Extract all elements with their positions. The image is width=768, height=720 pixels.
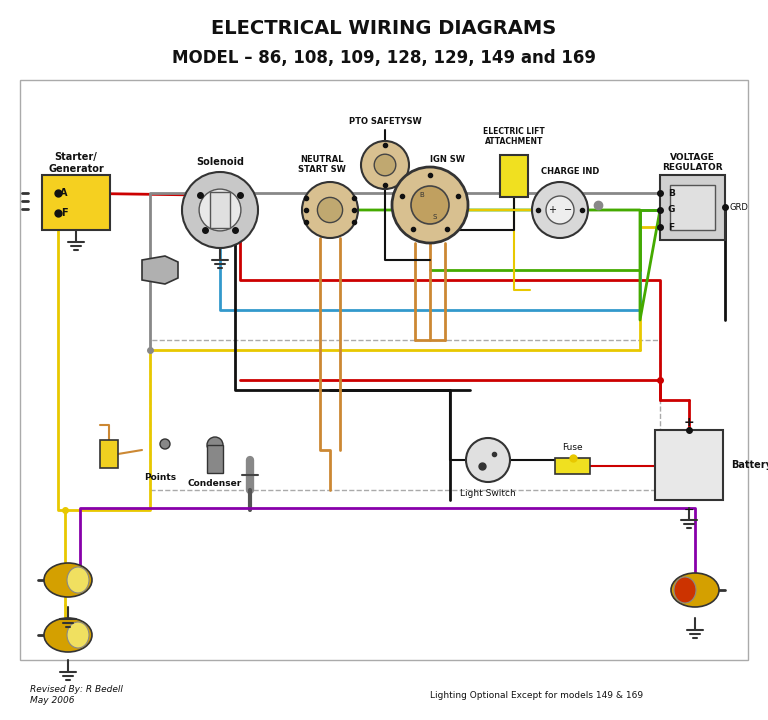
Bar <box>20 80 748 660</box>
Bar <box>500 155 528 197</box>
Bar <box>555 458 590 474</box>
Ellipse shape <box>44 618 92 652</box>
Text: MODEL – 86, 108, 109, 128, 129, 149 and 169: MODEL – 86, 108, 109, 128, 129, 149 and … <box>172 49 596 67</box>
Text: B: B <box>668 189 675 197</box>
Circle shape <box>207 437 223 453</box>
Text: ELECTRIC LIFT: ELECTRIC LIFT <box>483 127 545 135</box>
Text: Light Switch: Light Switch <box>460 490 516 498</box>
Text: F: F <box>61 208 68 218</box>
Circle shape <box>199 189 241 231</box>
Text: +: + <box>548 205 556 215</box>
Bar <box>100 440 118 468</box>
Bar <box>42 175 110 230</box>
Text: Fuse: Fuse <box>562 444 583 452</box>
Text: +: + <box>684 415 694 428</box>
Text: G: G <box>668 205 675 215</box>
Ellipse shape <box>67 622 89 648</box>
Circle shape <box>361 141 409 189</box>
Text: START SW: START SW <box>298 166 346 174</box>
Text: CHARGE IND: CHARGE IND <box>541 168 599 176</box>
Polygon shape <box>142 256 178 284</box>
Circle shape <box>411 186 449 224</box>
Ellipse shape <box>671 573 719 607</box>
Text: Starter/
Generator: Starter/ Generator <box>48 152 104 174</box>
Text: ATTACHMENT: ATTACHMENT <box>485 138 543 146</box>
Circle shape <box>546 196 574 224</box>
Ellipse shape <box>674 577 696 603</box>
Circle shape <box>374 154 396 176</box>
Circle shape <box>532 182 588 238</box>
Circle shape <box>392 167 468 243</box>
Bar <box>207 445 223 473</box>
Text: Points: Points <box>144 474 176 482</box>
Text: Solenoid: Solenoid <box>196 157 244 167</box>
Bar <box>660 175 725 240</box>
Text: VOLTAGE: VOLTAGE <box>670 153 715 161</box>
Ellipse shape <box>44 563 92 597</box>
Circle shape <box>302 182 358 238</box>
Text: Revised By: R Bedell
May 2006: Revised By: R Bedell May 2006 <box>30 685 123 705</box>
Text: PTO SAFETYSW: PTO SAFETYSW <box>349 117 422 125</box>
Bar <box>150 340 660 490</box>
Ellipse shape <box>67 567 89 593</box>
Text: −: − <box>564 205 572 215</box>
Text: IGN SW: IGN SW <box>431 155 465 163</box>
Circle shape <box>317 197 343 222</box>
Text: Condenser: Condenser <box>188 479 242 487</box>
Bar <box>670 185 715 230</box>
Bar <box>210 192 230 228</box>
Text: F: F <box>668 222 674 232</box>
Text: A: A <box>60 188 68 198</box>
Text: NEUTRAL: NEUTRAL <box>300 156 344 164</box>
Text: −: − <box>684 503 694 516</box>
Text: GRD: GRD <box>730 202 749 212</box>
Text: REGULATOR: REGULATOR <box>662 163 723 173</box>
Circle shape <box>160 439 170 449</box>
Text: S: S <box>433 214 437 220</box>
Circle shape <box>182 172 258 248</box>
Bar <box>655 430 723 500</box>
Text: Battery: Battery <box>731 460 768 470</box>
Text: ELECTRICAL WIRING DIAGRAMS: ELECTRICAL WIRING DIAGRAMS <box>211 19 557 37</box>
Text: B: B <box>419 192 425 198</box>
Text: Lighting Optional Except for models 149 & 169: Lighting Optional Except for models 149 … <box>430 690 643 700</box>
Circle shape <box>466 438 510 482</box>
